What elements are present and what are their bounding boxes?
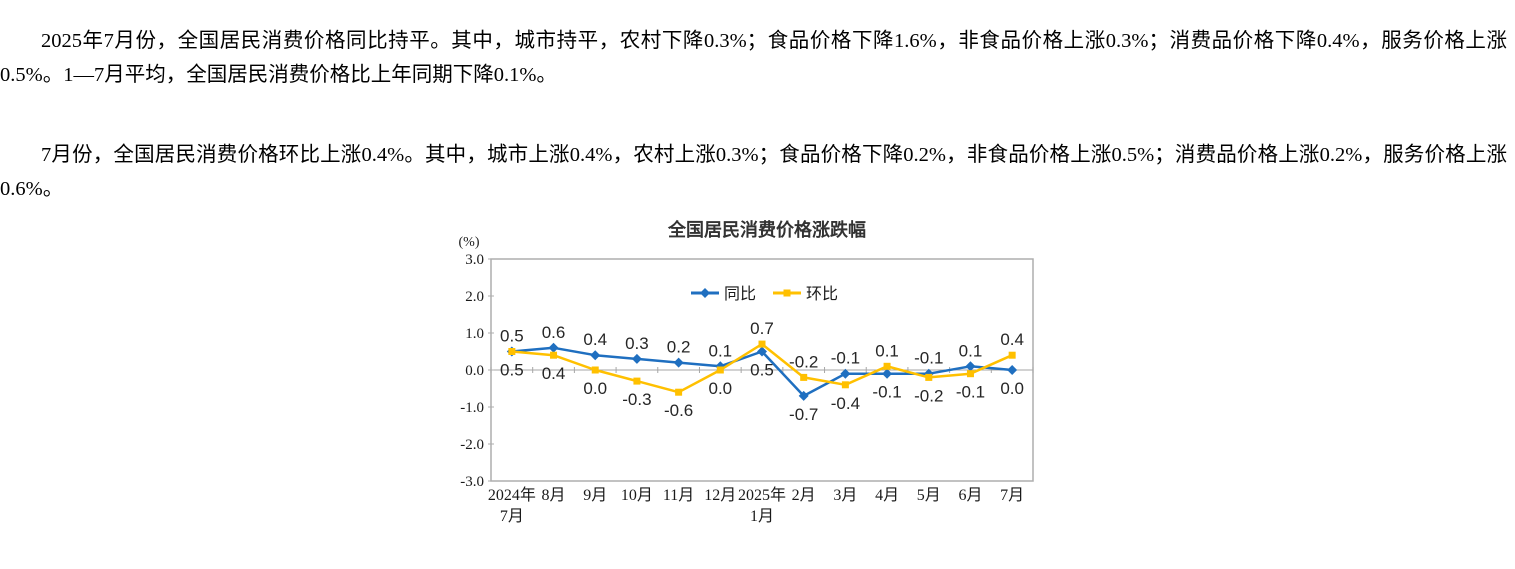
y-tick-label: 1.0 — [465, 326, 484, 342]
series-0-point-marker — [965, 361, 976, 372]
data-label: 0.4 — [1000, 330, 1024, 349]
series-1-point-marker — [633, 377, 641, 385]
data-label: -0.4 — [831, 394, 860, 413]
chart-title: 全国居民消费价格涨跌幅 — [667, 219, 866, 240]
x-tick-label: 11月 — [663, 487, 694, 504]
x-tick-label: 9月 — [583, 487, 607, 504]
x-tick-label: 4月 — [875, 487, 899, 504]
legend-label: 同比 — [724, 285, 756, 303]
series-0-point-marker — [923, 368, 934, 379]
series-1-point-marker — [675, 388, 683, 396]
cpi-mom-paragraph: 7月份，全国居民消费价格环比上涨0.4%。其中，城市上涨0.4%，农村上涨0.3… — [0, 144, 1507, 200]
y-axis-unit-label: (%) — [459, 235, 480, 250]
x-tick-label: 7月 — [1000, 487, 1024, 504]
series-0-point-marker — [882, 368, 893, 379]
data-label: -0.1 — [872, 383, 901, 402]
data-label: 0.4 — [542, 364, 566, 383]
series-1-point-marker — [966, 370, 974, 378]
data-label: 0.0 — [1000, 379, 1024, 398]
data-label: -0.7 — [789, 405, 818, 424]
series-0-point-marker — [798, 390, 809, 401]
data-label: 0.5 — [500, 361, 524, 380]
series-1-point-marker — [758, 340, 766, 348]
y-tick-label: -1.0 — [460, 400, 484, 416]
series-0-point-marker — [673, 357, 684, 368]
series-1-point-marker — [841, 381, 849, 389]
data-label: 0.5 — [500, 327, 524, 346]
data-label: 0.3 — [625, 334, 649, 353]
x-tick-label: 7月 — [500, 508, 524, 525]
data-label: 0.5 — [750, 361, 774, 380]
y-tick-label: 2.0 — [465, 289, 484, 305]
series-0-point-marker — [548, 342, 559, 353]
data-label: 0.1 — [708, 341, 732, 360]
series-1-point-marker — [925, 373, 933, 381]
data-label: 0.7 — [750, 319, 774, 338]
x-tick-label: 8月 — [542, 487, 566, 504]
x-tick-label: 1月 — [750, 508, 774, 525]
data-label: -0.1 — [914, 349, 943, 368]
x-tick-label: 5月 — [917, 487, 941, 504]
x-tick-label: 2024年 — [488, 486, 536, 504]
series-0-point-marker — [590, 350, 601, 361]
series-0-point-marker — [1007, 365, 1018, 375]
data-label: 0.1 — [875, 341, 899, 360]
data-label: -0.3 — [622, 390, 651, 409]
legend-marker — [700, 288, 710, 298]
x-tick-label: 10月 — [621, 487, 653, 504]
x-tick-label: 3月 — [833, 487, 857, 504]
legend-marker — [783, 289, 791, 297]
y-tick-label: 3.0 — [465, 252, 484, 268]
y-tick-label: -3.0 — [460, 474, 484, 490]
legend-label: 环比 — [806, 285, 838, 303]
data-label: 0.0 — [583, 379, 607, 398]
series-1-point-marker — [800, 373, 808, 381]
data-label: 0.4 — [583, 330, 607, 349]
series-0-point-marker — [631, 353, 642, 364]
series-1-point-marker — [550, 351, 558, 359]
data-label: 0.0 — [708, 379, 732, 398]
data-label: -0.2 — [914, 386, 943, 405]
data-label: -0.2 — [789, 352, 818, 371]
y-tick-label: -2.0 — [460, 437, 484, 453]
data-label: -0.6 — [664, 401, 693, 420]
x-tick-label: 6月 — [958, 487, 982, 504]
series-0-point-marker — [840, 368, 851, 379]
x-tick-label: 2025年 — [738, 486, 786, 504]
series-0-point-marker — [757, 346, 767, 357]
y-tick-label: 0.0 — [465, 363, 484, 379]
cpi-chart: 全国居民消费价格涨跌幅 (%) 3.0 2.0 1.0 0.0 -1.0 -2.0 -3.0 20… — [445, 210, 1065, 560]
data-label: -0.1 — [956, 383, 985, 402]
series-1-point-marker — [1008, 351, 1016, 359]
cpi-chart-canvas: 全国居民消费价格涨跌幅(%)3.02.01.00.0-1.0-2.0-3.020… — [459, 219, 1034, 525]
series-1-point-marker — [883, 362, 891, 370]
data-label: 0.2 — [667, 338, 691, 357]
series-1-point-marker — [591, 366, 599, 374]
data-label: -0.1 — [831, 349, 860, 368]
x-tick-label: 2月 — [792, 487, 816, 504]
data-label: 0.6 — [542, 323, 566, 342]
cpi-yoy-paragraph: 2025年7月份，全国居民消费价格同比持平。其中，城市持平，农村下降0.3%；食… — [0, 30, 1507, 86]
data-label: 0.1 — [959, 341, 983, 360]
x-tick-label: 12月 — [704, 487, 736, 504]
series-1-point-marker — [716, 366, 724, 374]
series-1-point-marker — [508, 348, 516, 355]
